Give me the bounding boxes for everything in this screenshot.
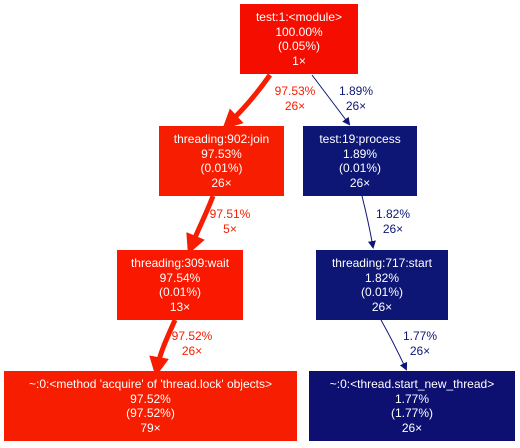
node-wait-self: (0.01%) (158, 285, 202, 299)
node-module-self: (0.05%) (277, 39, 321, 53)
edge-label-module-process-calls: 26× (345, 98, 367, 113)
node-join-calls: 26× (211, 175, 232, 190)
edge-label-process-start: 1.82% 26× (365, 207, 421, 236)
edge-module-join (222, 73, 273, 130)
node-start-calls: 26× (371, 299, 393, 314)
edge-label-wait-acquire: 97.52% 26× (161, 329, 223, 358)
node-process-calls: 26× (349, 175, 371, 190)
edge-start-new-thread (380, 319, 408, 371)
edge-module-process (311, 74, 351, 126)
node-process-name: test:19:process (319, 132, 401, 146)
node-module-total: 100.00% (275, 24, 323, 39)
edge-label-start-new-thread-pct: 1.77% (402, 329, 438, 343)
node-process[interactable]: test:19:process 1.89% (0.01%) 26× (303, 126, 417, 196)
node-process-total: 1.89% (342, 146, 378, 161)
node-process-self: (0.01%) (338, 161, 382, 175)
node-new-thread-name: ~:0:<thread.start_new_thread> (329, 377, 495, 391)
edge-process-start (361, 195, 376, 249)
node-wait[interactable]: threading:309:wait 97.54% (0.01%) 13× (117, 250, 243, 320)
node-new-thread[interactable]: ~:0:<thread.start_new_thread> 1.77% (1.7… (309, 371, 515, 441)
node-wait-name: threading:309:wait (130, 256, 230, 270)
node-start[interactable]: threading:717:start 1.82% (0.01%) 26× (316, 250, 448, 320)
node-new-thread-self: (1.77%) (390, 406, 434, 420)
edge-label-module-process-pct: 1.89% (338, 84, 374, 98)
node-start-self: (0.01%) (360, 285, 404, 299)
edge-wait-acquire (149, 318, 178, 377)
edge-label-join-wait-pct: 97.51% (209, 207, 251, 221)
node-start-name: threading:717:start (331, 256, 433, 270)
edge-label-start-new-thread-calls: 26× (409, 343, 431, 358)
edge-label-wait-acquire-calls: 26× (181, 343, 203, 358)
node-acquire-calls: 79× (140, 420, 161, 435)
node-wait-calls: 13× (169, 299, 191, 314)
node-acquire-name: ~:0:<method 'acquire' of 'thread.lock' o… (29, 377, 272, 391)
node-join-total: 97.53% (201, 146, 242, 161)
edge-label-join-wait: 97.51% 5× (199, 207, 261, 236)
edge-label-wait-acquire-pct: 97.52% (171, 329, 213, 343)
edge-label-module-join-pct: 97.53% (274, 84, 316, 98)
edge-label-join-wait-calls: 5× (223, 221, 237, 236)
edge-join-wait (186, 195, 216, 255)
node-acquire[interactable]: ~:0:<method 'acquire' of 'thread.lock' o… (4, 371, 297, 441)
edge-label-process-start-pct: 1.82% (375, 207, 411, 221)
node-join-self: (0.01%) (200, 161, 243, 175)
node-join[interactable]: threading:902:join 97.53% (0.01%) 26× (159, 126, 284, 196)
edge-label-start-new-thread: 1.77% 26× (392, 329, 448, 358)
node-new-thread-calls: 26× (401, 420, 423, 435)
node-join-name: threading:902:join (173, 132, 270, 146)
node-wait-total: 97.54% (159, 270, 201, 285)
node-module-calls: 1× (292, 53, 306, 68)
edge-label-process-start-calls: 26× (382, 221, 404, 236)
node-module[interactable]: test:1:<module> 100.00% (0.05%) 1× (240, 4, 358, 74)
edge-label-module-join-calls: 26× (284, 98, 306, 113)
edge-label-module-join: 97.53% 26× (264, 84, 326, 113)
node-new-thread-total: 1.77% (394, 391, 430, 406)
node-acquire-total: 97.52% (130, 391, 171, 406)
edge-label-module-process: 1.89% 26× (330, 84, 382, 113)
node-module-name: test:1:<module> (255, 10, 343, 24)
node-start-total: 1.82% (364, 270, 400, 285)
node-acquire-self: (97.52%) (126, 406, 175, 420)
